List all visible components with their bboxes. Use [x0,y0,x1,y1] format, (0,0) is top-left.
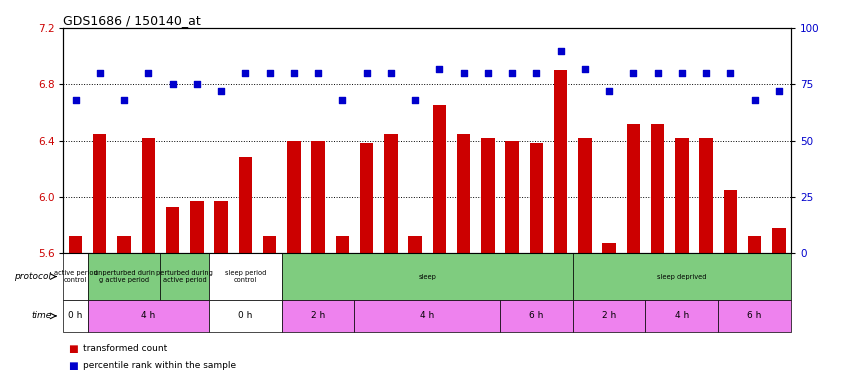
Bar [554,70,568,253]
Bar [69,236,82,253]
Bar [88,300,209,332]
Text: transformed count: transformed count [83,344,168,353]
Text: 4 h: 4 h [420,311,434,320]
Text: 2 h: 2 h [602,311,616,320]
Bar [354,300,500,332]
Point [675,70,689,76]
Text: sleep deprived: sleep deprived [657,274,706,280]
Bar [239,158,252,253]
Bar [573,300,645,332]
Bar [602,243,616,253]
Bar [645,300,718,332]
Text: unperturbed durin
g active period: unperturbed durin g active period [94,270,155,283]
Bar [214,201,228,253]
Point [700,70,713,76]
Text: 4 h: 4 h [141,311,156,320]
Bar [457,134,470,253]
Bar [651,124,664,253]
Text: ■: ■ [68,344,78,354]
Point [214,88,228,94]
Bar [530,144,543,253]
Text: 6 h: 6 h [530,311,543,320]
Bar [675,138,689,253]
Text: protocol: protocol [14,272,52,281]
Text: 6 h: 6 h [748,311,761,320]
Point [505,70,519,76]
Bar [166,207,179,253]
Bar [141,138,155,253]
Point [627,70,640,76]
Bar [573,253,791,300]
Bar [700,138,713,253]
Point [602,88,616,94]
Point [384,70,398,76]
Bar [723,190,737,253]
Text: percentile rank within the sample: percentile rank within the sample [83,361,236,370]
Bar [500,300,573,332]
Bar [209,300,282,332]
Point [651,70,664,76]
Point [336,97,349,103]
Bar [263,236,277,253]
Bar [190,201,204,253]
Point [554,48,568,54]
Point [530,70,543,76]
Point [772,88,786,94]
Bar [481,138,495,253]
Point [311,70,325,76]
Bar [93,134,107,253]
Text: 0 h: 0 h [239,311,252,320]
Point [578,66,591,72]
Bar [748,236,761,253]
Bar [627,124,640,253]
Point [360,70,373,76]
Point [723,70,737,76]
Bar [718,300,791,332]
Bar [118,236,131,253]
Bar [161,253,209,300]
Text: ■: ■ [68,361,78,370]
Bar [311,141,325,253]
Point [481,70,495,76]
Point [69,97,82,103]
Bar [772,228,786,253]
Text: 0 h: 0 h [69,311,83,320]
Text: sleep period
control: sleep period control [225,270,266,283]
Point [141,70,155,76]
Point [190,81,204,87]
Bar [282,300,354,332]
Bar [360,144,373,253]
Point [748,97,761,103]
Bar [88,253,161,300]
Bar [336,236,349,253]
Point [166,81,179,87]
Bar [432,105,446,253]
Point [93,70,107,76]
Text: active period
control: active period control [53,270,97,283]
Bar [578,138,591,253]
Bar [505,141,519,253]
Point [287,70,300,76]
Bar [409,236,422,253]
Point [432,66,446,72]
Text: time: time [31,311,52,320]
Point [457,70,470,76]
Text: perturbed during
active period: perturbed during active period [157,270,213,283]
Point [118,97,131,103]
Text: GDS1686 / 150140_at: GDS1686 / 150140_at [63,14,201,27]
Text: sleep: sleep [418,274,437,280]
Text: 4 h: 4 h [675,311,689,320]
Bar [63,300,88,332]
Point [409,97,422,103]
Point [263,70,277,76]
Text: 2 h: 2 h [311,311,325,320]
Bar [282,253,573,300]
Bar [63,253,88,300]
Bar [287,141,300,253]
Bar [384,134,398,253]
Point [239,70,252,76]
Bar [209,253,282,300]
